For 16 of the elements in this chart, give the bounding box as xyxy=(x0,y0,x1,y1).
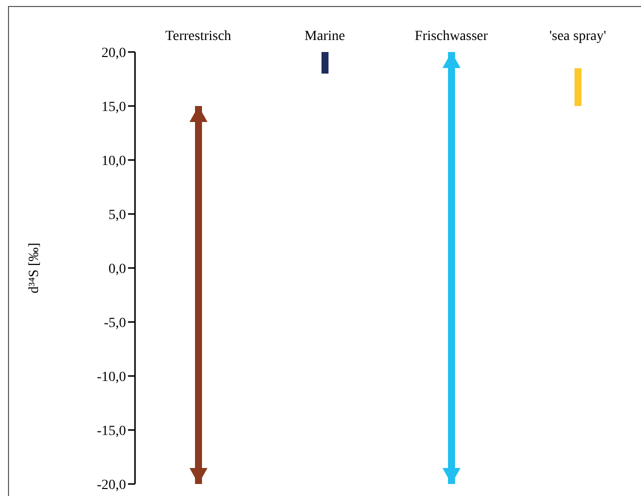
y-tick-label: 20,0 xyxy=(102,46,126,61)
y-tick-label: -15,0 xyxy=(96,424,126,439)
y-tick-label: 15,0 xyxy=(102,100,126,115)
y-tick-label: -10,0 xyxy=(96,370,126,385)
y-tick-label: 10,0 xyxy=(102,154,126,169)
y-tick-label: 5,0 xyxy=(108,208,126,223)
y-axis-title: d³⁴S [‰] xyxy=(26,242,42,294)
x-tick-label: Marine xyxy=(304,29,345,44)
x-tick-label: Terrestrisch xyxy=(165,29,232,44)
y-tick-label: -20,0 xyxy=(96,478,126,493)
bar xyxy=(322,52,328,74)
y-tick-label: -5,0 xyxy=(104,316,126,331)
x-tick-label: Frischwasser xyxy=(414,29,488,44)
y-tick-label: 0,0 xyxy=(108,262,126,277)
bar xyxy=(574,68,582,106)
x-tick-label: 'sea spray' xyxy=(549,29,606,44)
